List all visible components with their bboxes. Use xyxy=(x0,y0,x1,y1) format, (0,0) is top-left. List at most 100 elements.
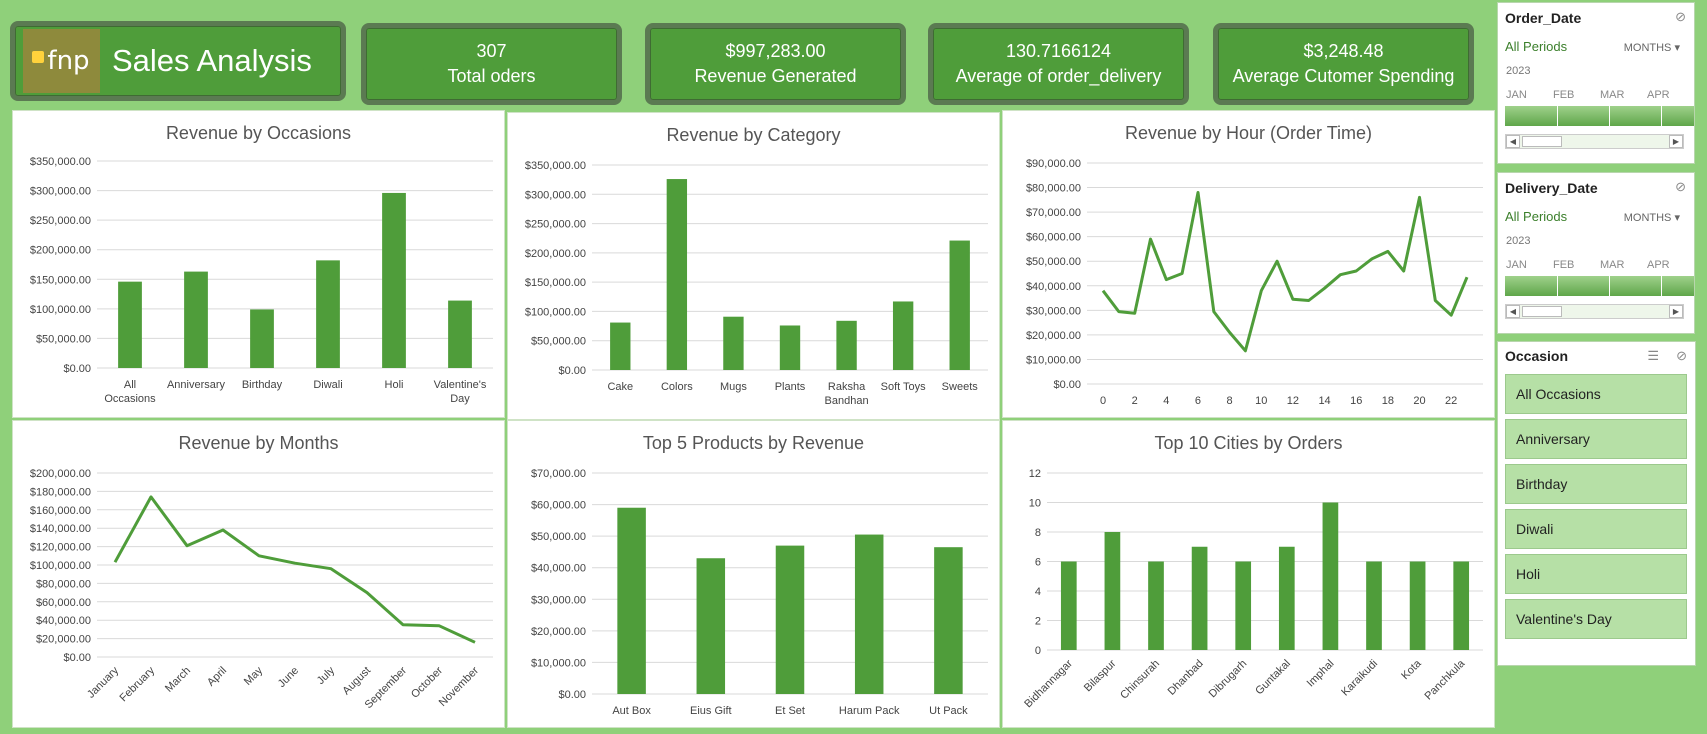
y-tick-label: $200,000.00 xyxy=(525,248,586,260)
clear-filter-icon[interactable]: ⊘ xyxy=(1675,179,1686,194)
y-tick-label: $250,000.00 xyxy=(30,215,91,227)
chevron-down-icon: ▾ xyxy=(1674,42,1680,54)
bar xyxy=(696,558,726,694)
slicer-occasion[interactable]: Occasion ☰ ⊘ All Occasions Anniversary B… xyxy=(1497,341,1696,666)
y-tick-label: 0 xyxy=(1035,645,1041,657)
page-title: Sales Analysis xyxy=(112,43,312,78)
x-tick-label: Mugs xyxy=(720,381,747,393)
chart-title: Top 5 Products by Revenue xyxy=(642,433,865,453)
x-tick-label: 10 xyxy=(1255,395,1267,407)
x-tick-label: 6 xyxy=(1195,395,1201,407)
occasion-item[interactable]: Anniversary xyxy=(1505,419,1687,459)
x-tick-label: 12 xyxy=(1287,395,1299,407)
bar xyxy=(610,322,631,370)
y-tick-label: $150,000.00 xyxy=(30,274,91,286)
occasion-item[interactable]: Holi xyxy=(1505,554,1687,594)
kpi-revenue: $997,283.00 Revenue Generated xyxy=(645,23,906,105)
month-label: MAR xyxy=(1600,89,1625,101)
month-label: APR xyxy=(1647,89,1670,101)
period-level-dropdown[interactable]: MONTHS ▾ xyxy=(1624,41,1680,54)
x-tick-label: 16 xyxy=(1350,395,1362,407)
chart-top10-cities: Top 10 Cities by Orders 0 2 4 6 8 10 12 Bidhann… xyxy=(1002,420,1495,728)
chart-svg: $0.00 $10,000.00 $20,000.00 $30,000.00 $40,0… xyxy=(1026,158,1483,407)
bar xyxy=(382,192,406,368)
scroll-thumb[interactable] xyxy=(1522,306,1562,317)
period-level-dropdown[interactable]: MONTHS ▾ xyxy=(1624,211,1680,224)
period-level-value: MONTHS xyxy=(1623,42,1672,54)
timeline-scrollbar[interactable]: ◀ ▶ xyxy=(1505,134,1684,149)
x-tick-label: Occasions xyxy=(104,393,156,405)
bar xyxy=(250,309,274,368)
occasion-item[interactable]: Valentine's Day xyxy=(1505,599,1687,639)
x-tick-label: Bidhannagar xyxy=(1022,657,1075,710)
logo-text: fnp xyxy=(47,46,90,76)
x-tick-label: 4 xyxy=(1163,395,1169,407)
y-tick-label: $250,000.00 xyxy=(525,219,586,231)
y-tick-label: $40,000.00 xyxy=(531,563,586,575)
occasion-item[interactable]: All Occasions xyxy=(1505,374,1687,414)
timeline-bar[interactable] xyxy=(1505,276,1694,296)
scroll-thumb[interactable] xyxy=(1522,136,1562,147)
bar xyxy=(1322,502,1339,650)
timeline-scrollbar[interactable]: ◀ ▶ xyxy=(1505,304,1684,319)
chart-svg: $0.00 $50,000.00 $100,000.00 $150,000.00 $20… xyxy=(525,160,988,407)
chart-top5-products: Top 5 Products by Revenue $0.00 $10,000.0… xyxy=(507,420,1000,728)
x-tick-label: June xyxy=(276,665,301,690)
x-tick-label: Panchkula xyxy=(1423,657,1468,702)
kpi-value: $997,283.00 xyxy=(725,41,826,61)
slicer-order-date[interactable]: Order_Date ⊘ All Periods MONTHS ▾ 2023 J… xyxy=(1497,2,1695,164)
y-tick-label: $20,000.00 xyxy=(531,626,586,638)
clear-filter-icon[interactable]: ⊘ xyxy=(1676,348,1687,363)
y-tick-label: $50,000.00 xyxy=(36,333,91,345)
bar xyxy=(854,534,884,694)
scroll-right-icon[interactable]: ▶ xyxy=(1669,135,1683,148)
x-tick-label: Guntakal xyxy=(1253,658,1293,698)
y-tick-label: $0.00 xyxy=(558,365,586,377)
slicer-delivery-date[interactable]: Delivery_Date ⊘ All Periods MONTHS ▾ 202… xyxy=(1497,172,1695,334)
x-tick-label: July xyxy=(315,664,338,687)
month-label: MAR xyxy=(1600,259,1625,271)
y-tick-label: $100,000.00 xyxy=(30,560,91,572)
chart-svg: $0.00 $20,000.00 $40,000.00 $60,000.00 $80,0… xyxy=(30,468,493,711)
y-tick-label: $30,000.00 xyxy=(1026,305,1081,317)
y-tick-label: 4 xyxy=(1035,586,1041,598)
fnp-logo: fnp xyxy=(23,29,100,93)
bar xyxy=(779,325,801,370)
slicer-title: Order_Date xyxy=(1505,10,1582,26)
x-tick-label: Plants xyxy=(775,381,806,393)
scroll-left-icon[interactable]: ◀ xyxy=(1506,305,1520,318)
multi-select-icon[interactable]: ☰ xyxy=(1647,348,1659,363)
x-tick-label: Chinsurah xyxy=(1118,658,1162,702)
x-tick-label: Raksha xyxy=(828,381,866,393)
bar xyxy=(934,547,963,694)
x-tick-label: February xyxy=(118,664,158,704)
scroll-left-icon[interactable]: ◀ xyxy=(1506,135,1520,148)
bar xyxy=(1060,561,1077,650)
occasion-item[interactable]: Diwali xyxy=(1505,509,1687,549)
y-tick-label: $90,000.00 xyxy=(1026,158,1081,170)
occasion-item[interactable]: Birthday xyxy=(1505,464,1687,504)
x-tick-label: Bandhan xyxy=(825,395,869,407)
slicer-title: Delivery_Date xyxy=(1505,180,1598,196)
y-tick-label: $300,000.00 xyxy=(30,186,91,198)
month-label: FEB xyxy=(1553,259,1575,271)
period-level-value: MONTHS xyxy=(1623,212,1672,224)
x-tick-label: Dibrugarh xyxy=(1207,658,1250,701)
x-tick-label: November xyxy=(437,664,482,709)
x-tick-label: 22 xyxy=(1445,395,1457,407)
scroll-right-icon[interactable]: ▶ xyxy=(1669,305,1683,318)
timeline-year: 2023 xyxy=(1506,65,1531,77)
y-tick-label: $0.00 xyxy=(558,689,586,701)
y-tick-label: $20,000.00 xyxy=(1026,330,1081,342)
bar xyxy=(1453,561,1470,650)
timeline-bar[interactable] xyxy=(1505,106,1694,126)
clear-filter-icon[interactable]: ⊘ xyxy=(1675,9,1686,24)
x-tick-label: Et Set xyxy=(775,705,805,717)
y-tick-label: $160,000.00 xyxy=(30,505,91,517)
bar xyxy=(1409,561,1426,650)
bar xyxy=(723,316,744,370)
chart-revenue-by-occasions: Revenue by Occasions $0.00 $50,000.00 $100… xyxy=(12,110,505,418)
bar xyxy=(118,281,142,368)
bar xyxy=(316,260,340,368)
y-tick-label: $10,000.00 xyxy=(1026,354,1081,366)
